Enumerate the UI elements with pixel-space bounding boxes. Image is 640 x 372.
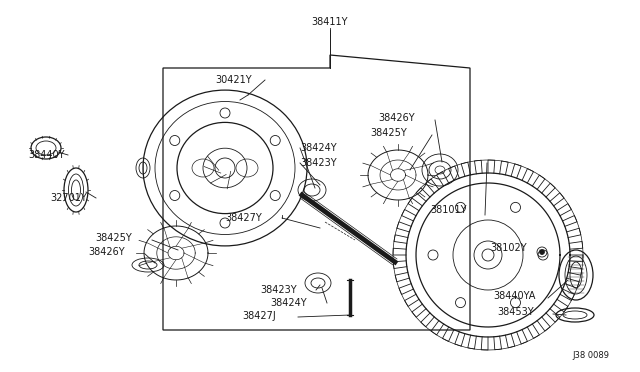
- Text: 38440Y: 38440Y: [28, 150, 65, 160]
- Circle shape: [540, 250, 545, 254]
- Text: 32701Y: 32701Y: [50, 193, 87, 203]
- Text: 30421Y: 30421Y: [215, 75, 252, 85]
- Text: J38 0089: J38 0089: [572, 352, 609, 360]
- Text: 38425Y: 38425Y: [370, 128, 407, 138]
- Text: 38423Y: 38423Y: [300, 158, 337, 168]
- Text: 38440YA: 38440YA: [493, 291, 536, 301]
- Text: 38427J: 38427J: [242, 311, 276, 321]
- Text: 38424Y: 38424Y: [270, 298, 307, 308]
- Text: 38425Y: 38425Y: [95, 233, 132, 243]
- Text: 38411Y: 38411Y: [312, 17, 348, 27]
- Text: 38427Y: 38427Y: [225, 213, 262, 223]
- Text: 38453Y: 38453Y: [497, 307, 534, 317]
- Text: 38423Y: 38423Y: [260, 285, 296, 295]
- Text: 38101Y: 38101Y: [430, 205, 467, 215]
- Text: 38426Y: 38426Y: [88, 247, 125, 257]
- Text: 38102Y: 38102Y: [490, 243, 527, 253]
- Text: 38426Y: 38426Y: [378, 113, 415, 123]
- Text: 38424Y: 38424Y: [300, 143, 337, 153]
